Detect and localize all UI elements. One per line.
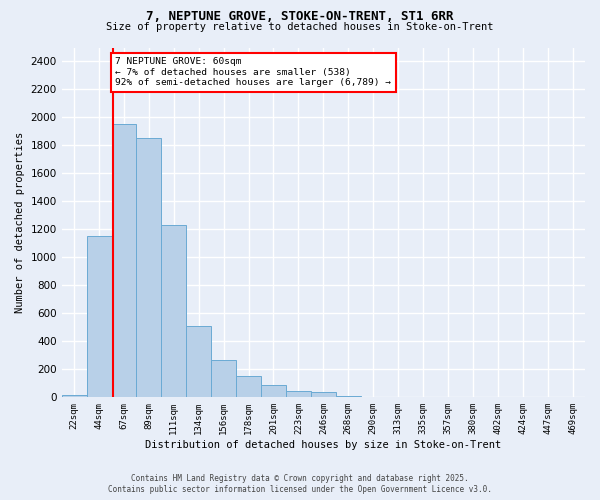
Bar bbox=[161, 225, 186, 398]
Text: 7 NEPTUNE GROVE: 60sqm
← 7% of detached houses are smaller (538)
92% of semi-det: 7 NEPTUNE GROVE: 60sqm ← 7% of detached … bbox=[115, 58, 391, 87]
Text: Size of property relative to detached houses in Stoke-on-Trent: Size of property relative to detached ho… bbox=[106, 22, 494, 32]
Bar bbox=[311, 392, 336, 398]
Bar bbox=[286, 391, 311, 398]
Bar bbox=[112, 124, 136, 398]
Bar bbox=[211, 360, 236, 398]
Bar bbox=[236, 376, 261, 398]
Bar bbox=[62, 394, 86, 398]
X-axis label: Distribution of detached houses by size in Stoke-on-Trent: Distribution of detached houses by size … bbox=[145, 440, 502, 450]
Bar bbox=[186, 326, 211, 398]
Y-axis label: Number of detached properties: Number of detached properties bbox=[15, 132, 25, 313]
Bar bbox=[261, 384, 286, 398]
Bar bbox=[361, 396, 386, 398]
Text: Contains HM Land Registry data © Crown copyright and database right 2025.
Contai: Contains HM Land Registry data © Crown c… bbox=[108, 474, 492, 494]
Bar bbox=[86, 236, 112, 398]
Text: 7, NEPTUNE GROVE, STOKE-ON-TRENT, ST1 6RR: 7, NEPTUNE GROVE, STOKE-ON-TRENT, ST1 6R… bbox=[146, 10, 454, 23]
Bar bbox=[336, 396, 361, 398]
Bar bbox=[136, 138, 161, 398]
